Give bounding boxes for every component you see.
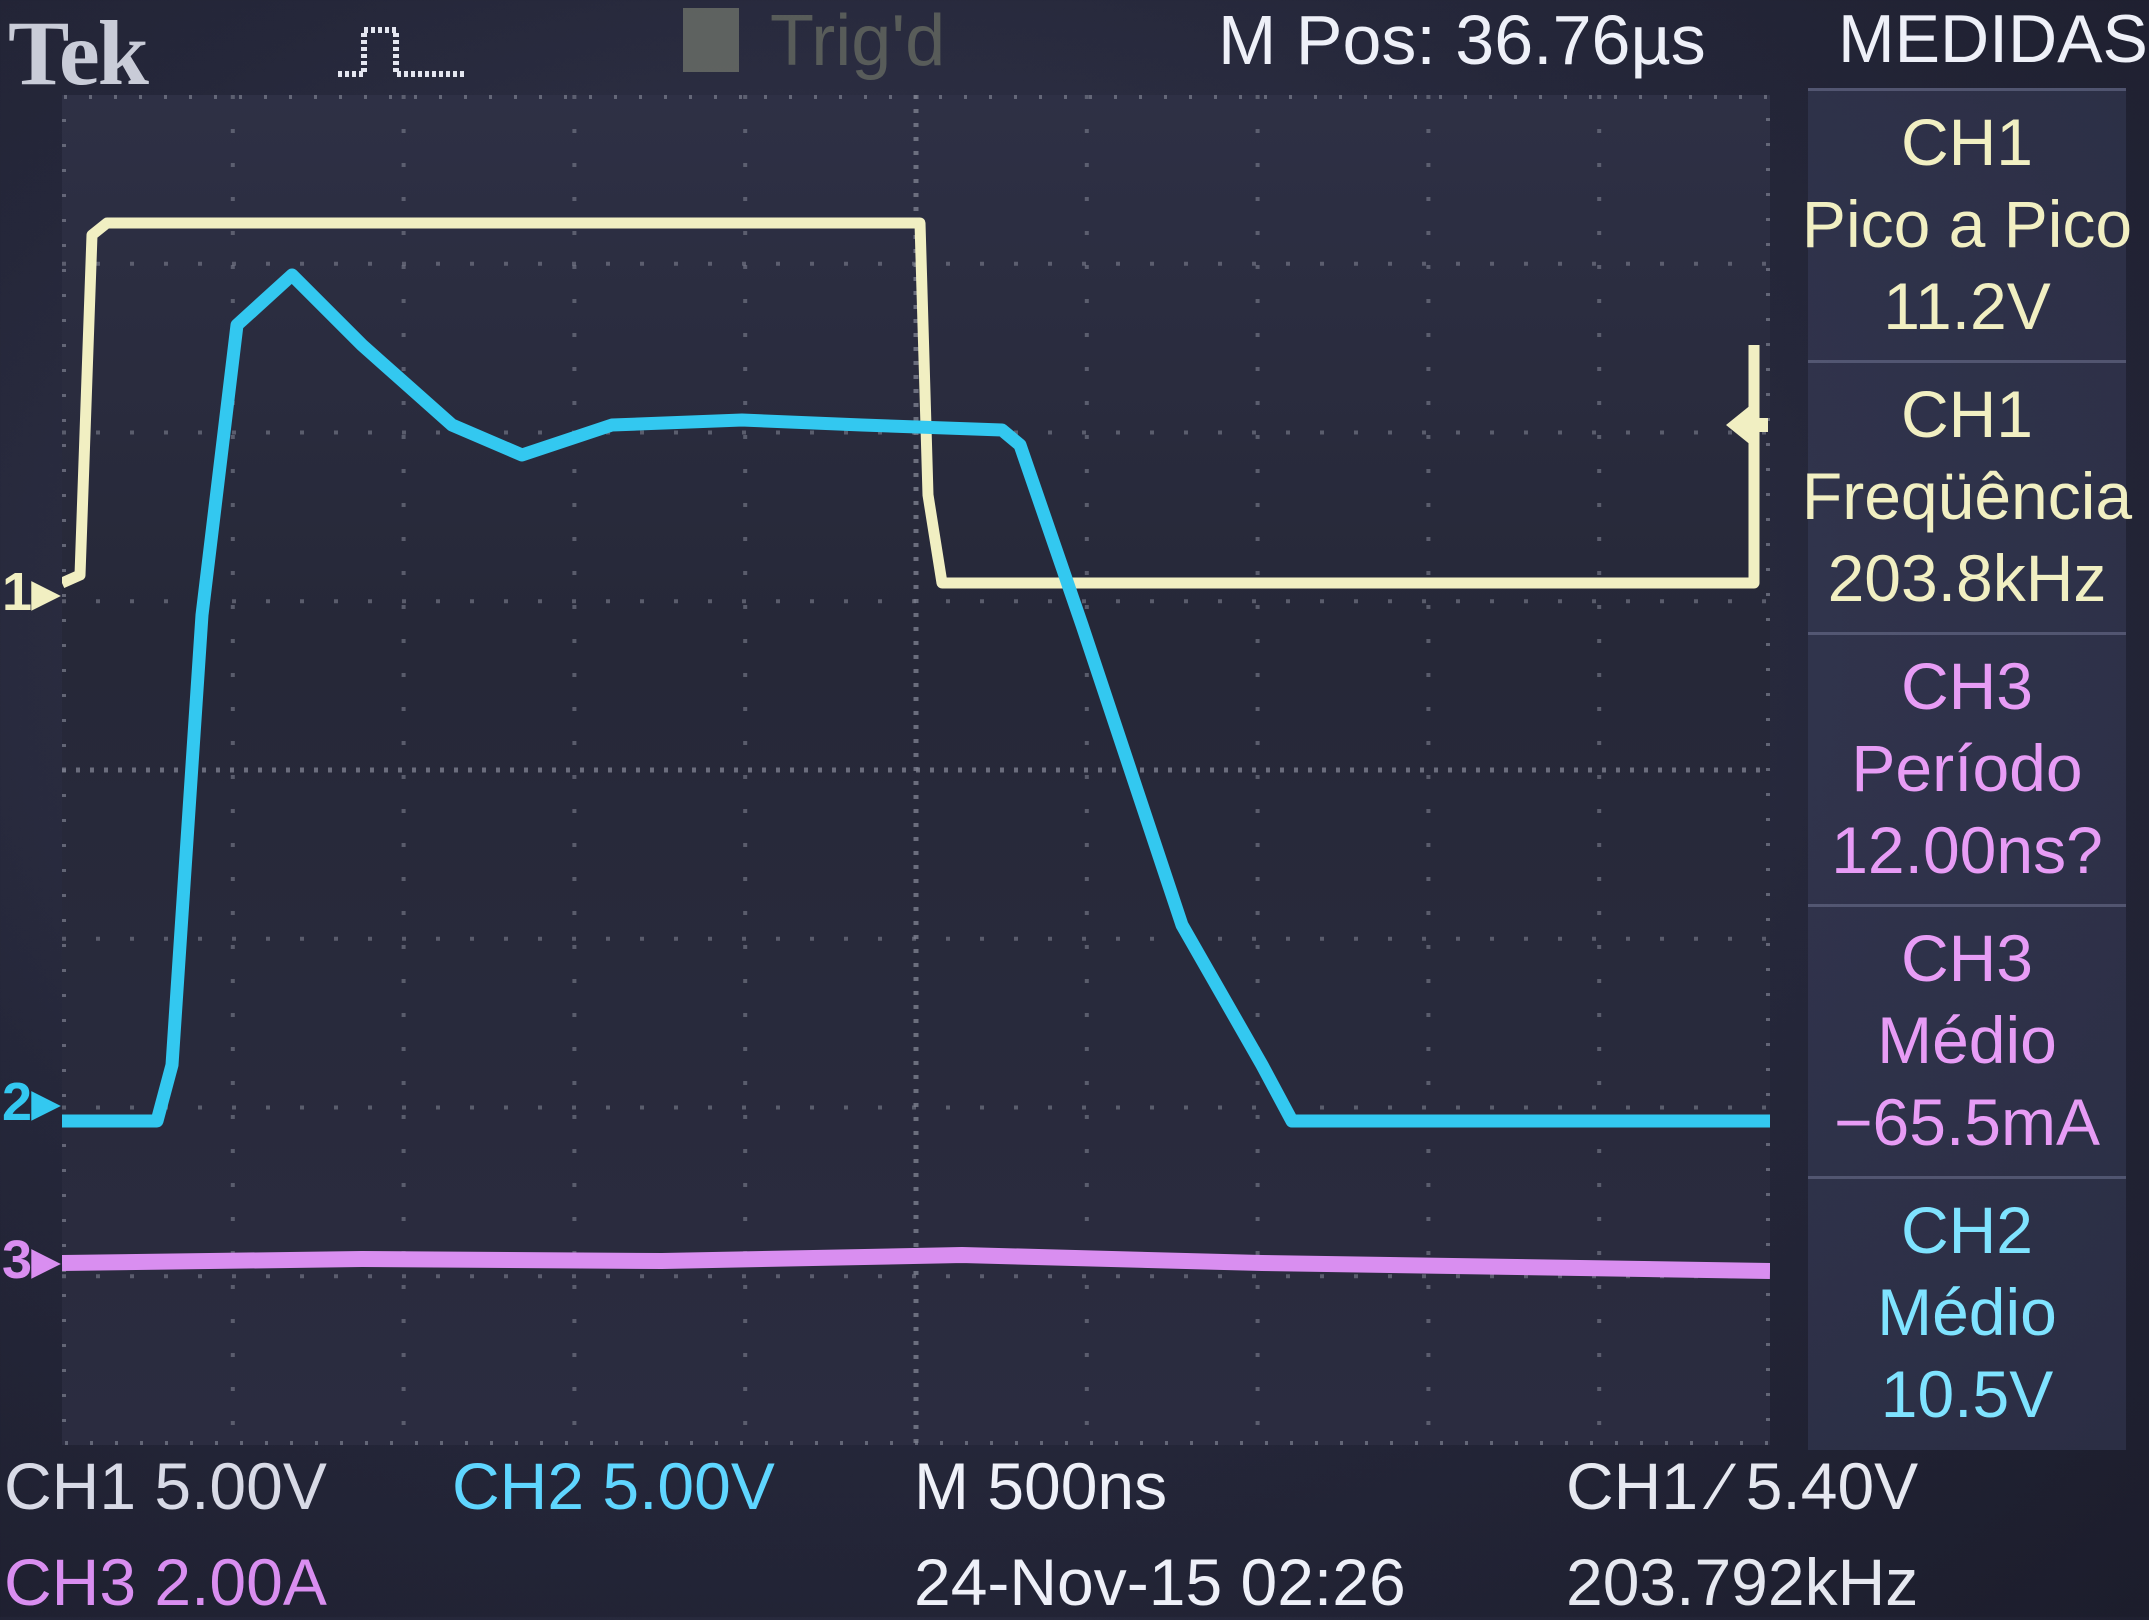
measurements-panel: CH1 Pico a Pico 11.2V CH1 Freqüência 203… xyxy=(1802,88,2132,1450)
measurement-channel: CH1 xyxy=(1900,377,2034,451)
datetime-readout: 24-Nov-15 02:26 xyxy=(914,1545,1406,1619)
ch2-scale-readout: CH2 5.00V xyxy=(452,1449,775,1523)
graticule-grid xyxy=(62,95,1770,1445)
measurement-channel: CH3 xyxy=(1900,921,2034,995)
trigger-readout: CH1 ∕ 5.40V xyxy=(1566,1449,1919,1523)
ch2-ground-marker: 2▸ xyxy=(2,1072,60,1132)
measurement-channel: CH1 xyxy=(1900,105,2034,179)
timebase-readout: M 500ns xyxy=(914,1449,1168,1523)
measurement-3[interactable]: CH3 Período 12.00ns? xyxy=(1808,632,2126,901)
measurement-type: Período xyxy=(1851,731,2083,805)
ch1-waveform xyxy=(62,217,1760,589)
ch3-waveform xyxy=(62,1247,1770,1279)
ch3-scale-readout: CH3 2.00A xyxy=(4,1545,327,1619)
measurement-value: 10.5V xyxy=(1880,1357,2054,1431)
measurement-type: Médio xyxy=(1877,1275,2057,1349)
ch3-ground-marker: 3▸ xyxy=(2,1230,60,1290)
horizontal-position-readout: M Pos: 36.76µs xyxy=(1218,1,1706,79)
measurement-channel: CH3 xyxy=(1900,649,2034,723)
measurement-type: Freqüência xyxy=(1801,459,2133,533)
measurement-4[interactable]: CH3 Médio −65.5mA xyxy=(1808,904,2126,1173)
trigger-status-label: Trig'd xyxy=(770,1,946,81)
pulse-run-icon xyxy=(336,22,466,87)
trigger-status-indicator xyxy=(683,8,739,72)
measurements-title: MEDIDAS xyxy=(1838,1,2148,77)
waveform-svg xyxy=(62,95,1770,1445)
trigger-frequency-readout: 203.792kHz xyxy=(1566,1545,1919,1619)
measurement-1[interactable]: CH1 Pico a Pico 11.2V xyxy=(1802,88,2132,357)
measurement-5[interactable]: CH2 Médio 10.5V xyxy=(1808,1176,2126,1445)
ch2-waveform xyxy=(62,268,1770,1128)
ch1-scale-readout: CH1 5.00V xyxy=(4,1449,327,1523)
tek-logo: Tek xyxy=(8,2,149,104)
measurement-value: 11.2V xyxy=(1883,269,2051,343)
ch1-ground-marker: 1▸ xyxy=(2,562,60,622)
measurement-value: 12.00ns? xyxy=(1831,813,2103,887)
measurement-2[interactable]: CH1 Freqüência 203.8kHz xyxy=(1802,360,2132,629)
measurement-channel: CH2 xyxy=(1900,1193,2034,1267)
measurement-type: Pico a Pico xyxy=(1801,187,2133,261)
waveform-display xyxy=(62,95,1770,1445)
measurement-value: −65.5mA xyxy=(1834,1085,2100,1159)
measurement-value: 203.8kHz xyxy=(1827,541,2107,615)
trigger-level-marker-icon xyxy=(1722,390,1772,465)
measurement-type: Médio xyxy=(1877,1003,2057,1077)
